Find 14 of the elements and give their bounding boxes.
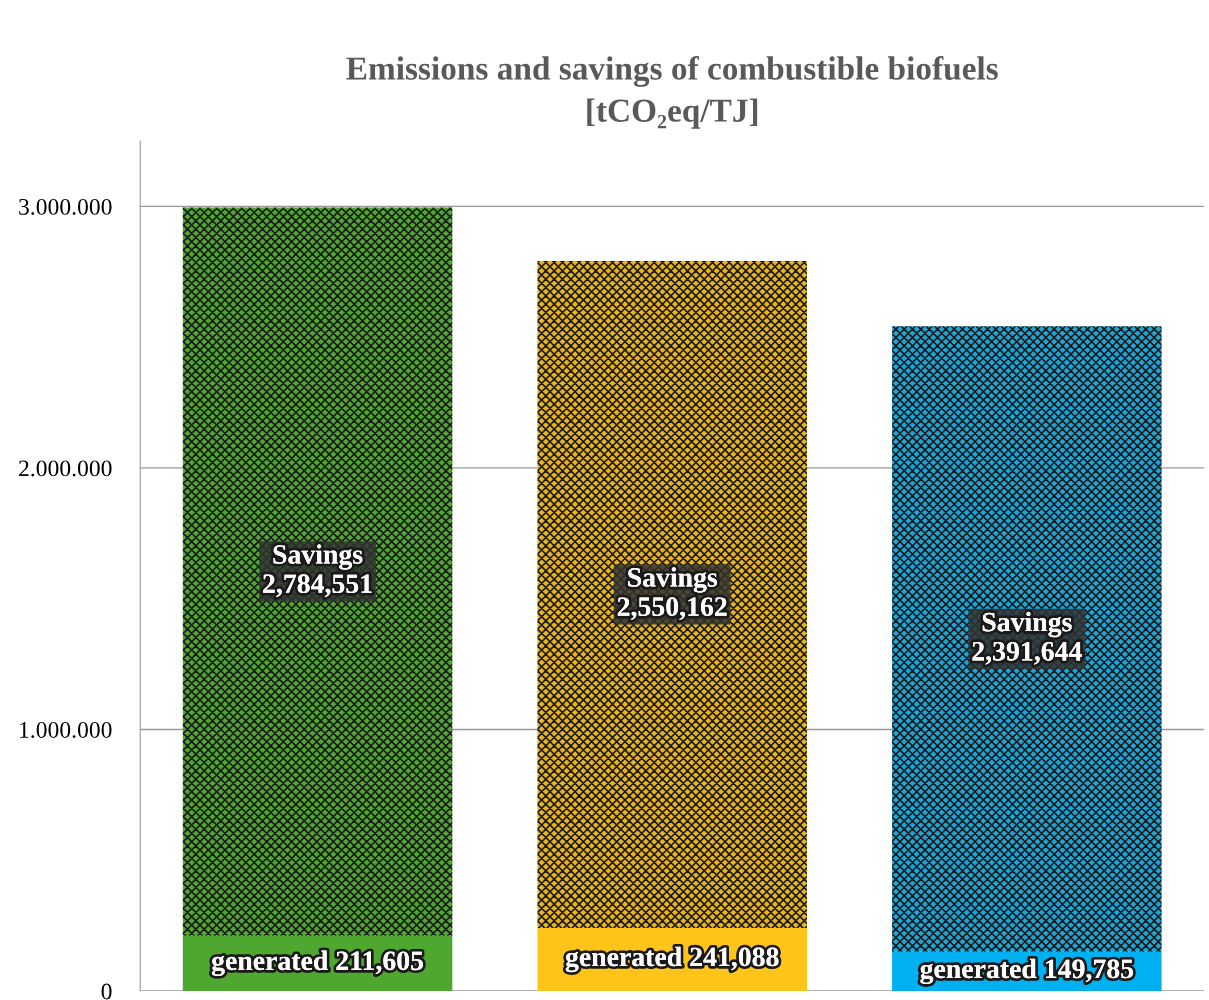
chart-title: Emissions and savings of combustible biofuels [tCO₂eq/TJ] — [346, 56, 998, 129]
data-label: generated 149,785 — [920, 958, 1134, 985]
y-tick-label: 0 — [101, 983, 112, 1000]
data-label: generated 241,088 — [565, 946, 779, 973]
data-label: generated 211,605 — [211, 950, 424, 977]
y-tick-label: 2.000.000 — [19, 460, 112, 477]
y-tick-label: 1.000.000 — [20, 721, 112, 738]
data-label: Savings 2,550,162 — [617, 567, 727, 621]
bar — [182, 207, 453, 936]
y-tick-label: 3.000.000 — [19, 198, 112, 215]
data-label: Savings 2,784,551 — [263, 544, 372, 598]
bar — [537, 260, 807, 928]
data-label: Savings 2,391,644 — [972, 611, 1082, 665]
bar — [892, 326, 1162, 952]
